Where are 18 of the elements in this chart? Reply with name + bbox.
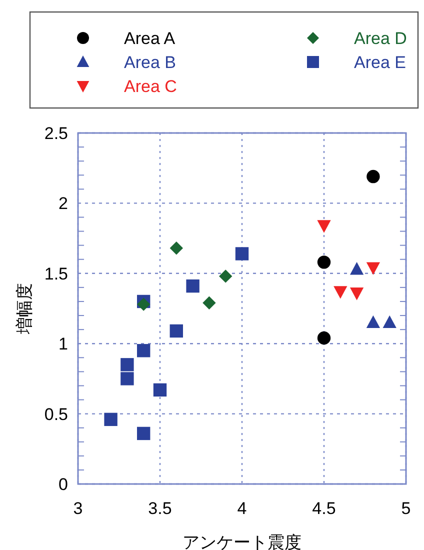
- y-tick-label: 0: [58, 475, 68, 494]
- legend-label: Area C: [124, 77, 177, 96]
- x-tick-label: 3: [73, 499, 83, 518]
- x-tick-label: 5: [401, 499, 411, 518]
- legend-label: Area D: [354, 29, 407, 48]
- y-tick-label: 2.5: [44, 124, 68, 143]
- legend-label: Area A: [124, 29, 176, 48]
- y-tick-label: 2: [58, 194, 68, 214]
- legend-label: Area E: [354, 53, 406, 72]
- y-tick-label: 0.5: [44, 404, 68, 424]
- y-axis-title: 増幅度: [15, 283, 34, 335]
- y-tick-label: 1.5: [44, 264, 68, 284]
- x-axis-title: アンケート震度: [182, 533, 302, 550]
- legend-label: Area B: [124, 53, 176, 72]
- x-tick-label: 3.5: [148, 499, 172, 518]
- y-tick-label: 1: [58, 334, 68, 354]
- x-tick-label: 4: [237, 499, 247, 518]
- x-tick-label: 4.5: [312, 499, 336, 518]
